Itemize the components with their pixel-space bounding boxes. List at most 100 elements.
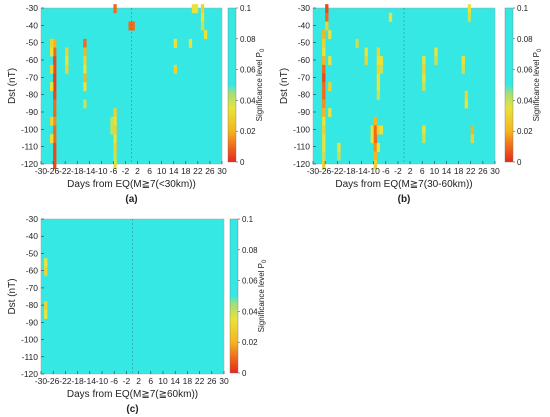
heatmap-cell: [364, 56, 368, 66]
heatmap-cell: [322, 73, 326, 83]
heatmap-cell: [467, 12, 472, 22]
x-tick-label: -30: [35, 166, 48, 176]
heatmap-cell: [322, 82, 326, 92]
heatmap-cell: [464, 90, 468, 100]
colorbar-gradient: [229, 218, 239, 374]
x-tick-label: -14: [83, 166, 96, 176]
y-tick-label: -50: [26, 38, 39, 48]
x-tick-label: 14: [170, 376, 180, 386]
heatmap-cell: [50, 64, 54, 74]
heatmap-cell: [422, 134, 426, 144]
heatmap-cell: [53, 82, 57, 92]
heatmap-cell: [53, 125, 57, 135]
heatmap-cell: [200, 21, 205, 31]
panel-label: (b): [398, 194, 411, 205]
x-tick-label: 22: [193, 166, 203, 176]
heatmap-cell: [322, 47, 326, 57]
y-axis-label: Dst (nT): [279, 68, 290, 104]
x-tick-label: 18: [183, 376, 193, 386]
heatmap-cell: [328, 56, 332, 66]
colorbar-tick-label: 0.04: [517, 96, 533, 105]
x-tick-label: -22: [331, 166, 344, 176]
heatmap-cell: [322, 99, 326, 109]
heatmap-cell: [65, 64, 69, 74]
panel-b: -30-40-50-60-70-80-90-100-110-120 -30 -26…: [279, 3, 543, 205]
y-axis-ticks: -30 -40 -50 -60 -70 -80 -90 -100 -110 -120: [293, 3, 316, 169]
x-tick-label: -6: [110, 376, 118, 386]
colorbar-tick-label: 0.06: [517, 66, 533, 75]
heatmap-cell: [467, 4, 472, 14]
heatmap-cell: [83, 56, 87, 66]
x-tick-label: 22: [466, 166, 476, 176]
colorbar-tick-label: 0.02: [517, 127, 533, 136]
y-axis-ticks: -30 -40 -50 -60 -70 -80 -90 -100 -110 -120: [21, 3, 44, 169]
x-tick-label: 2: [408, 166, 413, 176]
x-tick-label: -2: [123, 376, 131, 386]
heatmap-cell: [373, 142, 377, 152]
x-tick-label: -18: [343, 166, 356, 176]
heatmap-cell: [53, 108, 57, 118]
colorbar-label: Significance level P0: [255, 48, 266, 121]
heatmap-cell: [434, 56, 438, 66]
x-tick-label: -26: [47, 166, 60, 176]
y-tick-label: -60: [26, 266, 39, 276]
heatmap-cell: [373, 134, 377, 144]
x-tick-label: -30: [35, 376, 48, 386]
x-tick-label: 26: [478, 166, 488, 176]
heatmap-cell: [322, 56, 326, 66]
heatmap-cell: [113, 160, 117, 170]
x-axis-ticks: -30 -26 -22 -18 -14 -10 -6 -2 2 6 10 14 18 22 26 30: [35, 371, 229, 386]
x-axis-label: Days from EQ(M≧7(30-60km)): [335, 179, 472, 190]
heatmap-cell: [53, 160, 57, 170]
heatmap-cell: [113, 134, 117, 144]
colorbar-gradient: [227, 7, 237, 163]
heatmap-cell: [44, 258, 48, 268]
heatmap-cell: [370, 134, 374, 144]
y-tick-label: -50: [26, 248, 39, 258]
y-axis-ticks: -30 -40 -50 -60 -70 -80 -90 -100 -110 -120: [21, 214, 44, 379]
heatmap-cell: [113, 125, 117, 135]
heatmap-cell: [470, 134, 475, 144]
colorbar-tick-label: 0.02: [240, 127, 256, 136]
heatmap-cell: [379, 56, 384, 66]
heatmap-cell: [53, 116, 57, 126]
heatmap-cell: [376, 47, 381, 57]
heatmap-cell: [53, 90, 57, 100]
x-tick-label: 26: [207, 376, 217, 386]
x-tick-label: -18: [71, 376, 84, 386]
heatmap-cell: [376, 64, 381, 74]
colorbar-tick-label: 0: [242, 369, 247, 378]
heatmap-cell: [373, 116, 377, 126]
heatmap-cell: [355, 38, 359, 48]
heatmap-cell: [373, 151, 377, 161]
colorbar-tick-label: 0.1: [242, 215, 254, 224]
heatmap-cell: [337, 151, 341, 161]
heatmap-cell: [83, 64, 87, 74]
heatmap-cell: [53, 73, 57, 83]
x-axis-ticks: -30 -26 -22 -18 -14 -10 -6 -2 2 6 10 14 18 22 26 30: [35, 161, 227, 176]
heatmap-cell: [470, 125, 475, 135]
x-axis-label: Days from EQ(M≧7(<30km)): [67, 179, 196, 190]
y-tick-label: -120: [21, 369, 38, 379]
x-tick-label: -26: [319, 166, 332, 176]
x-tick-label: -22: [59, 166, 72, 176]
heatmap-cells: [44, 258, 48, 319]
y-axis-label: Dst (nT): [7, 68, 18, 104]
y-axis-label: Dst (nT): [7, 278, 18, 314]
panel-a: -30-40-50-60-70-80-90-100-110-120 -30 -26…: [7, 3, 266, 205]
heatmap-cell: [464, 99, 468, 109]
heatmap-cell: [203, 30, 208, 40]
heatmap-cell: [110, 116, 114, 126]
heatmap-cell: [200, 4, 205, 14]
y-tick-label: -30: [26, 3, 39, 13]
colorbar-tick-label: 0.06: [242, 277, 258, 286]
heatmap-cell: [379, 64, 384, 74]
y-tick-label: -70: [26, 72, 39, 82]
heatmap-cell: [434, 47, 438, 57]
heatmap-cell: [83, 38, 87, 48]
colorbar-label-subscript: 0: [260, 48, 266, 52]
heatmap-cell: [322, 30, 326, 40]
heatmap-cell: [322, 142, 326, 152]
